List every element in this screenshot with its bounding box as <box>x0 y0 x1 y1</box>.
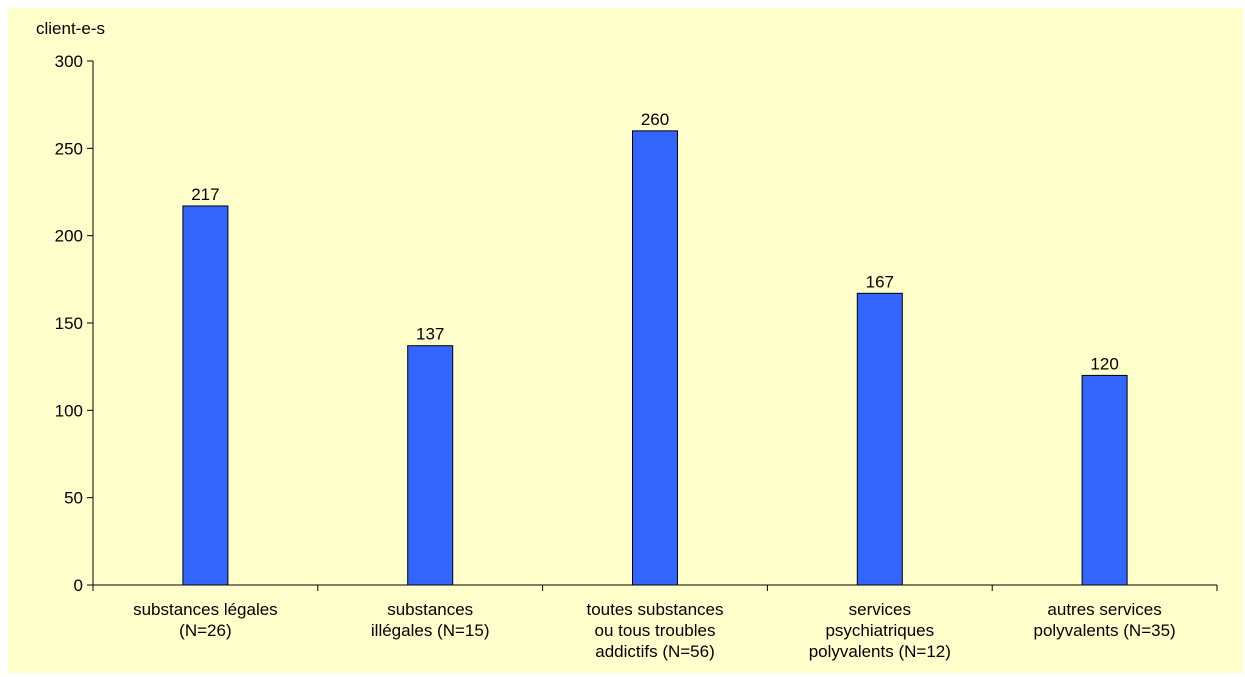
y-axis-ticks: 0 50 100 150 200 250 300 <box>55 52 93 595</box>
bar-value-label: 217 <box>191 185 219 204</box>
category-label-line: psychiatriques <box>825 621 934 640</box>
category-label: substances légales (N=26) <box>133 600 278 640</box>
category-label: autres services polyvalents (N=35) <box>1033 600 1175 640</box>
y-tick-label: 50 <box>64 489 83 508</box>
bar-value-label: 260 <box>641 110 669 129</box>
category-label-line: services <box>849 600 911 619</box>
y-axis-label: client-e-s <box>36 19 105 38</box>
y-tick-label: 150 <box>55 314 83 333</box>
bar <box>407 345 454 586</box>
category-label: substances illégales (N=15) <box>371 600 490 640</box>
bar <box>182 205 229 586</box>
bars: 217 137 260 167 120 <box>182 110 1128 586</box>
category-label-line: illégales (N=15) <box>371 621 490 640</box>
category-label-line: substances légales <box>133 600 278 619</box>
y-tick-label: 100 <box>55 401 83 420</box>
bar-value-label: 120 <box>1090 354 1118 373</box>
category-label: services psychiatriques polyvalents (N=12) <box>809 600 951 661</box>
category-label-line: polyvalents (N=35) <box>1033 621 1175 640</box>
category-label-line: polyvalents (N=12) <box>809 642 951 661</box>
category-label-line: addictifs (N=56) <box>595 642 715 661</box>
y-tick-label: 300 <box>55 52 83 71</box>
bar <box>856 292 903 586</box>
y-tick-label: 200 <box>55 227 83 246</box>
category-labels: substances légales (N=26) substances illéga… <box>92 585 1218 661</box>
y-tick-label: 250 <box>55 139 83 158</box>
category-label-line: substances <box>387 600 473 619</box>
y-tick-label: 0 <box>74 576 83 595</box>
category-label-line: toutes substances <box>586 600 723 619</box>
category-label-line: (N=26) <box>179 621 231 640</box>
category-label-line: autres services <box>1047 600 1161 619</box>
bar-value-label: 167 <box>866 272 894 291</box>
bar <box>1081 374 1128 586</box>
category-label-line: ou tous troubles <box>595 621 716 640</box>
category-label: toutes substances ou tous troubles addicti… <box>586 600 723 661</box>
bar-value-label: 137 <box>416 325 444 344</box>
bar <box>632 130 678 586</box>
